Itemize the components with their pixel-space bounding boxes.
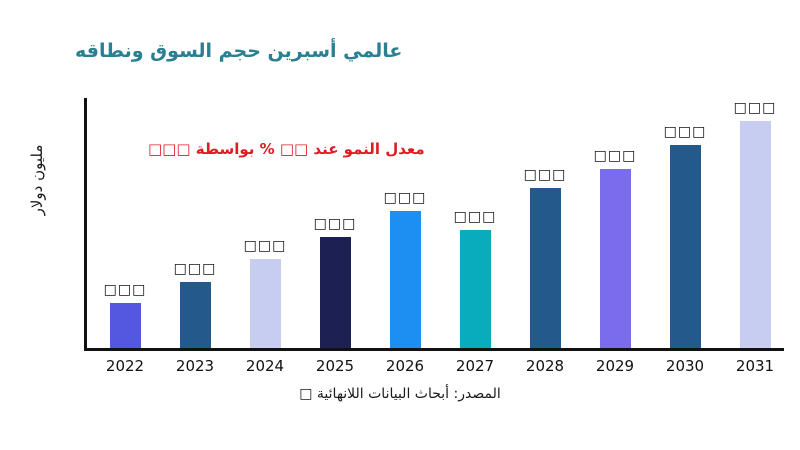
bar-2028 [529,188,561,348]
bar-2025 [319,236,351,348]
bar-value-label-2029: □□□ [593,148,637,165]
bar-2030 [669,144,701,348]
bar-2027 [459,229,491,348]
bar-value-label-2025: □□□ [313,215,357,232]
x-tick-2025: 2025 [315,357,355,375]
x-tick-2022: 2022 [105,357,145,375]
bar-2031 [739,121,771,348]
plot-area: □□□ □□□ □□□ □□□ □□□ □□□ □□□ □□□ □□□ □□□ [90,100,790,348]
bar-slot-2026: □□□ [370,100,440,348]
bar-2023 [179,281,211,348]
x-tick-2030: 2030 [665,357,705,375]
x-tick-2031: 2031 [735,357,775,375]
bar-2024 [249,258,281,348]
bar-slot-2028: □□□ [510,100,580,348]
bar-value-label-2023: □□□ [173,260,217,277]
bar-value-label-2031: □□□ [733,100,777,116]
bar-slot-2023: □□□ [160,100,230,348]
bar-value-label-2030: □□□ [663,123,707,140]
x-tick-2026: 2026 [385,357,425,375]
bar-slot-2031: □□□ [720,100,790,348]
bar-slot-2025: □□□ [300,100,370,348]
bar-value-label-2022: □□□ [103,282,147,299]
bar-value-label-2027: □□□ [453,208,497,225]
y-axis-line [84,98,87,351]
growth-rate-annotation: معدل النمو عند □□ % بواسطة □□□ [148,140,425,158]
y-axis-title: مليون دولار [28,144,46,216]
x-axis-line [84,348,784,351]
bar-2029 [599,169,631,348]
x-axis-labels: 2022 2023 2024 2025 2026 2027 2028 2029 2030 2031 [90,357,790,375]
bar-slot-2029: □□□ [580,100,650,348]
x-tick-2029: 2029 [595,357,635,375]
x-tick-2024: 2024 [245,357,285,375]
bar-value-label-2028: □□□ [523,167,567,184]
x-tick-2028: 2028 [525,357,565,375]
chart-title: عالمي أسبرين حجم السوق ونطاقه [75,40,403,62]
bar-slot-2030: □□□ [650,100,720,348]
bar-2026 [389,211,421,348]
bar-2022 [109,303,141,348]
bar-value-label-2024: □□□ [243,237,287,254]
bar-slot-2022: □□□ [90,100,160,348]
source-caption: المصدر: أبحاث البيانات اللانهائية □ [299,386,501,402]
bar-slot-2024: □□□ [230,100,300,348]
x-tick-2023: 2023 [175,357,215,375]
x-tick-2027: 2027 [455,357,495,375]
bar-value-label-2026: □□□ [383,190,427,207]
bar-slot-2027: □□□ [440,100,510,348]
